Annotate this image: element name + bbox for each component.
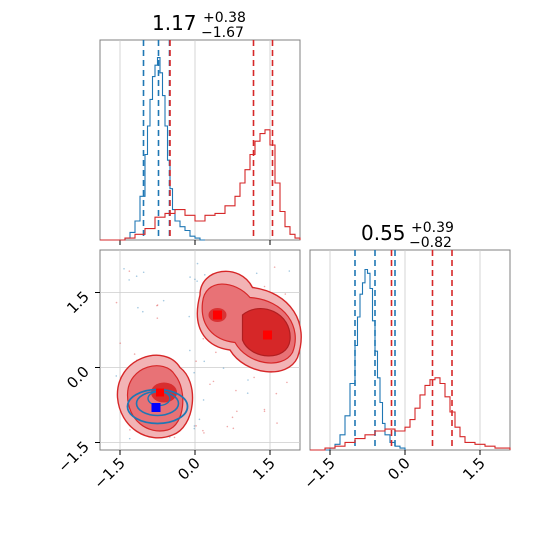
x-tick-label: −1.5: [90, 454, 128, 492]
scatter-point: [128, 437, 131, 440]
x-tick-label: 0.0: [384, 454, 414, 484]
scatter-point: [288, 270, 291, 272]
blue-histogram-line: [100, 57, 205, 241]
scatter-point: [142, 271, 145, 274]
scatter-point: [203, 274, 206, 276]
scatter-point: [162, 299, 165, 302]
x-tick-label: 1.5: [459, 454, 489, 484]
histogram-marks: [100, 40, 301, 241]
blue-histogram-line: [310, 268, 406, 451]
scatter-point: [203, 432, 205, 434]
scatter-point: [236, 410, 238, 413]
scatter-point: [286, 381, 288, 384]
title-plus-2: +0.39: [411, 220, 454, 236]
marginal-histogram-x: 1.17 +0.38 −1.67: [99, 10, 301, 245]
scatter-point: [193, 427, 196, 430]
marginal-histogram-y: −1.5 0.0 1.5 0.55 +0.39 −0.82: [300, 220, 511, 493]
scatter-point: [222, 367, 225, 369]
scatter-point: [273, 266, 276, 268]
scatter-point: [173, 436, 176, 439]
scatter-point: [156, 304, 158, 307]
scatter-point: [202, 429, 204, 432]
red-marker: [156, 388, 164, 397]
scatter-point: [115, 375, 118, 377]
y-tick-label: −1.5: [54, 438, 92, 476]
title-plus-1: +0.38: [203, 10, 246, 26]
scatter-point: [195, 425, 197, 427]
scatter-point: [247, 379, 249, 381]
contour-panel: −1.5 0.0 1.5 −1.5 0.0 1.5: [54, 249, 302, 493]
title-minus-1: −1.67: [201, 25, 244, 41]
scatter-point: [189, 349, 191, 352]
scatter-point: [133, 353, 136, 355]
scatter-point: [212, 380, 215, 383]
scatter-point: [142, 310, 144, 313]
scatter-point: [255, 272, 258, 275]
scatter-point: [253, 376, 255, 379]
scatter-point: [203, 360, 206, 363]
scatter-point: [263, 285, 266, 288]
scatter-point: [128, 270, 131, 272]
x-tick-label: 0.0: [174, 454, 204, 484]
grid: [329, 250, 481, 450]
title-minus-2: −0.82: [409, 235, 452, 251]
red-histogram-line: [100, 129, 301, 241]
x-ticks: −1.5 0.0 1.5: [90, 450, 279, 493]
scatter-point: [188, 315, 191, 318]
scatter-point: [226, 425, 229, 428]
scatter-point: [276, 422, 278, 424]
scatter-point: [263, 408, 266, 411]
scatter-point: [235, 389, 237, 392]
histogram-marks: [310, 250, 511, 451]
scatter-point: [193, 371, 195, 374]
red-histogram-line: [310, 377, 511, 451]
blue-marker: [151, 403, 161, 412]
scatter-point: [119, 342, 122, 344]
y-tick-label: 1.5: [63, 288, 93, 318]
title-value-2: 0.55: [361, 221, 406, 245]
scatter-point: [123, 267, 125, 270]
scatter-point: [215, 351, 217, 354]
scatter-point: [202, 399, 205, 401]
scatter-point: [156, 304, 159, 306]
scatter-point: [193, 425, 196, 427]
red-marker: [263, 330, 272, 340]
scatter-point: [129, 429, 131, 431]
scatter-point: [209, 383, 211, 386]
title-value-1: 1.17: [152, 11, 197, 35]
scatter-point: [156, 317, 159, 319]
scatter-point: [275, 392, 278, 395]
scatter-point: [195, 360, 197, 363]
y-ticks: −1.5 0.0 1.5: [54, 288, 100, 476]
scatter-point: [135, 275, 138, 277]
scatter-point: [189, 276, 191, 278]
x-tick-label: −1.5: [300, 454, 338, 492]
panel-frame: [309, 249, 511, 451]
x-tick-label: 1.5: [249, 454, 279, 484]
scatter-point: [284, 293, 287, 295]
scatter-point: [202, 337, 205, 340]
scatter-point: [232, 427, 235, 430]
red-marker: [213, 310, 222, 320]
scatter-point: [231, 416, 234, 419]
scatter-point: [263, 410, 266, 413]
contour-marks: [115, 262, 302, 440]
scatter-point: [198, 418, 201, 421]
scatter-point: [137, 306, 139, 309]
y-tick-label: 0.0: [63, 363, 93, 393]
scatter-point: [115, 301, 118, 304]
x-ticks: −1.5 0.0 1.5: [300, 450, 489, 493]
scatter-point: [128, 279, 130, 281]
grid: [119, 40, 271, 245]
scatter-point: [246, 392, 249, 394]
scatter-point: [196, 262, 199, 265]
scatter-point: [194, 278, 196, 281]
scatter-point: [196, 280, 198, 282]
